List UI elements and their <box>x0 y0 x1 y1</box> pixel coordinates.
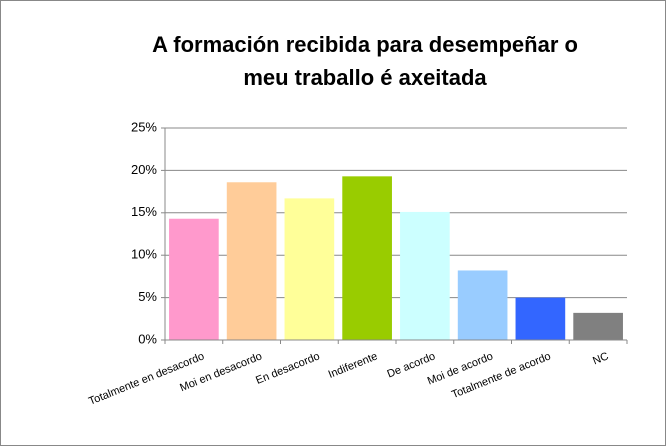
chart-title: meu traballo é axeitada <box>243 65 487 90</box>
bar <box>573 312 623 340</box>
y-tick-label: 20% <box>131 162 157 177</box>
bar <box>342 176 392 340</box>
bar <box>457 270 508 340</box>
chart-title: A formación recibida para desempeñar o <box>152 32 578 57</box>
x-tick-label: NC <box>591 350 610 367</box>
bar <box>400 211 450 340</box>
y-tick-label: 10% <box>131 247 157 262</box>
bar <box>169 218 219 340</box>
y-tick-label: 0% <box>138 331 157 346</box>
y-tick-label: 25% <box>131 119 157 134</box>
bar <box>226 182 277 340</box>
bar <box>284 198 335 340</box>
y-tick-label: 5% <box>138 289 157 304</box>
y-tick-label: 15% <box>131 204 157 219</box>
bar <box>515 297 566 340</box>
